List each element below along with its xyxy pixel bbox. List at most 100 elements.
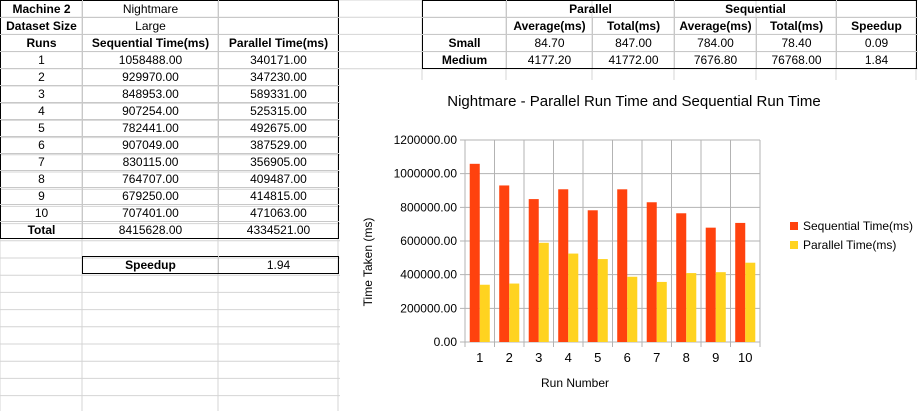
y-tick-label: 600000.00 <box>400 234 457 248</box>
parallel-time[interactable]: 340171.00 <box>218 51 339 69</box>
run-number[interactable]: 3 <box>0 85 83 103</box>
parallel-time[interactable]: 525315.00 <box>218 102 339 120</box>
run-number[interactable]: 6 <box>0 136 83 154</box>
bar-parallel[interactable] <box>715 272 726 342</box>
table-row: 8 764707.00 409487.00 <box>0 170 339 188</box>
table-row: 3 848953.00 589331.00 <box>0 85 339 103</box>
run-number[interactable]: 4 <box>0 102 83 120</box>
sequential-time[interactable]: 907049.00 <box>82 136 219 154</box>
bar-parallel[interactable] <box>509 283 520 342</box>
empty-cell[interactable] <box>836 0 918 18</box>
legend-label: Parallel Time(ms) <box>803 238 896 252</box>
empty-cell[interactable] <box>422 0 507 18</box>
run-number[interactable]: 5 <box>0 119 83 137</box>
legend-swatch <box>790 241 798 249</box>
total-label[interactable]: Total <box>0 221 83 239</box>
sequential-time[interactable]: 929970.00 <box>82 68 219 86</box>
subheader-seq-avg[interactable]: Average(ms) <box>674 17 758 35</box>
bar-sequential[interactable] <box>587 210 598 342</box>
empty-cell[interactable] <box>218 0 339 18</box>
bar-parallel[interactable] <box>656 281 667 342</box>
dataset-label[interactable]: Dataset Size <box>0 17 83 35</box>
total-parallel[interactable]: 4334521.00 <box>218 221 339 239</box>
bar-chart[interactable]: Nightmare - Parallel Run Time and Sequen… <box>340 80 918 411</box>
row-label-small[interactable]: Small <box>422 34 507 52</box>
sequential-time[interactable]: 1058488.00 <box>82 51 219 69</box>
medium-par-total[interactable]: 41772.00 <box>591 51 676 69</box>
y-tick-label: 200000.00 <box>400 301 457 315</box>
machine-label[interactable]: Machine 2 <box>0 0 83 18</box>
group-parallel[interactable]: Parallel <box>505 0 676 18</box>
run-number[interactable]: 7 <box>0 153 83 171</box>
y-axis-label: Time Taken (ms) <box>361 218 375 307</box>
chart-legend: Sequential Time(ms) Parallel Time(ms) <box>790 219 913 252</box>
bar-sequential[interactable] <box>705 227 716 342</box>
subheader-par-avg[interactable]: Average(ms) <box>506 17 593 35</box>
parallel-time[interactable]: 356905.00 <box>218 153 339 171</box>
bar-sequential[interactable] <box>617 189 628 342</box>
small-speedup[interactable]: 0.09 <box>836 34 918 52</box>
run-number[interactable]: 8 <box>0 170 83 188</box>
small-par-total[interactable]: 847.00 <box>591 34 676 52</box>
parallel-time[interactable]: 409487.00 <box>218 170 339 188</box>
bar-sequential[interactable] <box>469 163 480 342</box>
bar-sequential[interactable] <box>499 185 510 342</box>
parallel-time[interactable]: 414815.00 <box>218 187 339 205</box>
bar-parallel[interactable] <box>597 259 608 342</box>
speedup-label[interactable]: Speedup <box>82 256 219 274</box>
bar-parallel[interactable] <box>568 253 579 342</box>
bar-sequential[interactable] <box>528 199 539 342</box>
bar-sequential[interactable] <box>558 189 569 342</box>
run-number[interactable]: 9 <box>0 187 83 205</box>
machine-value[interactable]: Nightmare <box>82 0 219 18</box>
table-row: 5 782441.00 492675.00 <box>0 119 339 137</box>
medium-seq-avg[interactable]: 7676.80 <box>674 51 758 69</box>
sequential-time[interactable]: 782441.00 <box>82 119 219 137</box>
subheader-speedup[interactable]: Speedup <box>836 17 918 35</box>
medium-par-avg[interactable]: 4177.20 <box>506 51 593 69</box>
bar-sequential[interactable] <box>646 202 657 342</box>
sequential-time[interactable]: 848953.00 <box>82 85 219 103</box>
medium-speedup[interactable]: 1.84 <box>836 51 918 69</box>
bar-parallel[interactable] <box>538 242 549 342</box>
parallel-time[interactable]: 387529.00 <box>218 136 339 154</box>
header-sequential[interactable]: Sequential Time(ms) <box>82 34 219 52</box>
x-tick-label: 8 <box>683 350 690 365</box>
bar-parallel[interactable] <box>686 273 697 342</box>
table-row: 2 929970.00 347230.00 <box>0 68 339 86</box>
speedup-value[interactable]: 1.94 <box>218 256 339 274</box>
parallel-time[interactable]: 471063.00 <box>218 204 339 222</box>
bar-sequential[interactable] <box>676 213 687 342</box>
sequential-time[interactable]: 679250.00 <box>82 187 219 205</box>
bar-parallel[interactable] <box>479 284 490 342</box>
run-number[interactable]: 1 <box>0 51 83 69</box>
run-number[interactable]: 10 <box>0 204 83 222</box>
run-number[interactable]: 2 <box>0 68 83 86</box>
parallel-time[interactable]: 347230.00 <box>218 68 339 86</box>
parallel-time[interactable]: 492675.00 <box>218 119 339 137</box>
header-parallel[interactable]: Parallel Time(ms) <box>218 34 339 52</box>
small-seq-avg[interactable]: 784.00 <box>674 34 758 52</box>
header-runs[interactable]: Runs <box>0 34 83 52</box>
row-label-medium[interactable]: Medium <box>422 51 507 69</box>
bar-parallel[interactable] <box>627 276 638 342</box>
bar-sequential[interactable] <box>735 222 746 342</box>
legend-swatch <box>790 222 798 230</box>
sequential-time[interactable]: 830115.00 <box>82 153 219 171</box>
x-tick-label: 10 <box>738 350 752 365</box>
sequential-time[interactable]: 907254.00 <box>82 102 219 120</box>
medium-seq-total[interactable]: 76768.00 <box>756 51 838 69</box>
parallel-time[interactable]: 589331.00 <box>218 85 339 103</box>
small-par-avg[interactable]: 84.70 <box>506 34 593 52</box>
subheader-par-total[interactable]: Total(ms) <box>591 17 676 35</box>
total-sequential[interactable]: 8415628.00 <box>82 221 219 239</box>
empty-cell[interactable] <box>218 17 339 35</box>
dataset-value[interactable]: Large <box>82 17 219 35</box>
empty-cell[interactable] <box>422 17 507 35</box>
sequential-time[interactable]: 764707.00 <box>82 170 219 188</box>
bar-parallel[interactable] <box>745 262 756 342</box>
subheader-seq-total[interactable]: Total(ms) <box>756 17 838 35</box>
group-sequential[interactable]: Sequential <box>674 0 838 18</box>
sequential-time[interactable]: 707401.00 <box>82 204 219 222</box>
small-seq-total[interactable]: 78.40 <box>756 34 838 52</box>
